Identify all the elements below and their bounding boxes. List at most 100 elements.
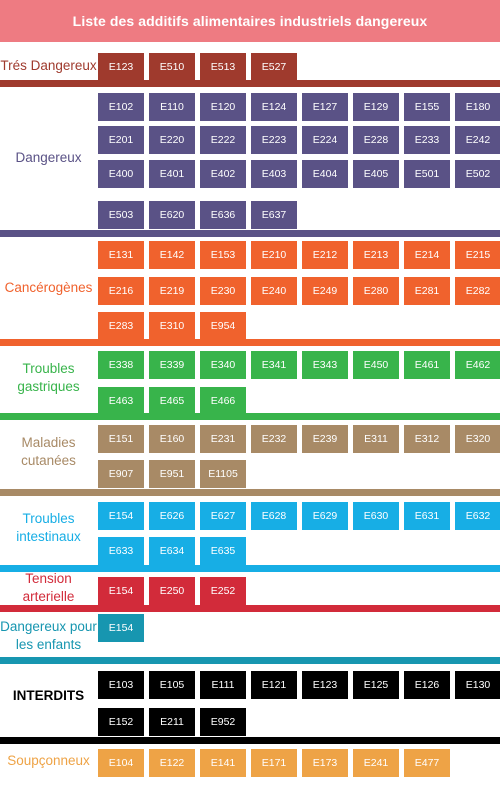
additive-chip: E339	[149, 351, 195, 379]
additive-chip: E513	[200, 53, 246, 81]
additive-chip: E131	[98, 241, 144, 269]
additive-chip: E210	[251, 241, 297, 269]
additive-chip: E951	[149, 460, 195, 488]
additive-chip: E466	[200, 387, 246, 415]
category-label-tres-dangereux: Trés Dangereux	[0, 58, 97, 73]
additive-chip: E402	[200, 160, 246, 188]
additive-chip: E952	[200, 708, 246, 736]
additive-chip: E223	[251, 126, 297, 154]
section-divider-interdits	[0, 737, 500, 744]
additive-chip: E142	[149, 241, 195, 269]
section-divider-dangereux-pour-les-enfants	[0, 657, 500, 664]
additive-chip: E527	[251, 53, 297, 81]
page-title: Liste des additifs alimentaires industri…	[0, 0, 500, 42]
additive-chip: E465	[149, 387, 195, 415]
additive-chip: E907	[98, 460, 144, 488]
additive-chip: E400	[98, 160, 144, 188]
additive-chip: E282	[455, 277, 500, 305]
additive-chip: E477	[404, 749, 450, 777]
additive-chip: E310	[149, 312, 195, 340]
additive-chip: E633	[98, 537, 144, 565]
additive-chip: E141	[200, 749, 246, 777]
additive-chip: E312	[404, 425, 450, 453]
additive-chip: E252	[200, 577, 246, 605]
additive-chip: E152	[98, 708, 144, 736]
section-divider-tension-arterielle	[0, 605, 500, 612]
additive-chip: E338	[98, 351, 144, 379]
additive-chip: E403	[251, 160, 297, 188]
additive-chip: E224	[302, 126, 348, 154]
additive-chip: E1105	[200, 460, 246, 488]
additive-chip: E240	[251, 277, 297, 305]
additive-chip: E104	[98, 749, 144, 777]
additive-chip: E629	[302, 502, 348, 530]
section-divider-tres-dangereux	[0, 80, 500, 87]
additive-chip: E125	[353, 671, 399, 699]
additive-chip: E249	[302, 277, 348, 305]
additive-chip: E502	[455, 160, 500, 188]
additive-chip: E122	[149, 749, 195, 777]
additive-chip: E110	[149, 93, 195, 121]
additive-chip: E160	[149, 425, 195, 453]
category-label-maladies-cutanees: Maladies cutanées	[21, 435, 76, 468]
additive-chip: E405	[353, 160, 399, 188]
additive-chip: E343	[302, 351, 348, 379]
additive-chip: E228	[353, 126, 399, 154]
additive-chip: E103	[98, 671, 144, 699]
additive-chip: E341	[251, 351, 297, 379]
additive-chip: E628	[251, 502, 297, 530]
additive-chip: E130	[455, 671, 500, 699]
additive-chip: E230	[200, 277, 246, 305]
additive-chip: E242	[455, 126, 500, 154]
additive-chip: E635	[200, 537, 246, 565]
additive-chip: E214	[404, 241, 450, 269]
additive-chip: E126	[404, 671, 450, 699]
category-label-tension-arterielle: Tension arterielle	[22, 571, 75, 604]
additive-chip: E222	[200, 126, 246, 154]
additive-chip: E461	[404, 351, 450, 379]
additive-chip: E171	[251, 749, 297, 777]
additive-chip: E233	[404, 126, 450, 154]
additive-chip: E180	[455, 93, 500, 121]
additive-chip: E311	[353, 425, 399, 453]
additive-chip: E954	[200, 312, 246, 340]
additive-chip: E120	[200, 93, 246, 121]
additive-chip: E102	[98, 93, 144, 121]
additive-chip: E212	[302, 241, 348, 269]
additive-chip: E401	[149, 160, 195, 188]
category-label-troubles-intestinaux: Troubles intestinaux	[16, 511, 81, 544]
additive-chip: E404	[302, 160, 348, 188]
additive-chip: E632	[455, 502, 500, 530]
additive-chip: E503	[98, 201, 144, 229]
additive-chip: E154	[98, 502, 144, 530]
additive-chip: E111	[200, 671, 246, 699]
section-divider-cancerogenes	[0, 339, 500, 346]
additive-chip: E283	[98, 312, 144, 340]
section-divider-maladies-cutanees	[0, 489, 500, 496]
additive-chip: E620	[149, 201, 195, 229]
additive-chip: E630	[353, 502, 399, 530]
additive-chip: E215	[455, 241, 500, 269]
additive-chip: E173	[302, 749, 348, 777]
additive-chip: E320	[455, 425, 500, 453]
additive-chip: E219	[149, 277, 195, 305]
category-label-soupconneux: Soupçonneux	[7, 753, 90, 768]
additive-chip: E510	[149, 53, 195, 81]
additive-chip: E281	[404, 277, 450, 305]
additive-chip: E213	[353, 241, 399, 269]
additive-chip: E241	[353, 749, 399, 777]
section-divider-dangereux	[0, 230, 500, 237]
additive-chip: E239	[302, 425, 348, 453]
additive-chip: E340	[200, 351, 246, 379]
additive-chip: E154	[98, 614, 144, 642]
category-label-troubles-gastriques: Troubles gastriques	[17, 361, 80, 394]
additive-chip: E501	[404, 160, 450, 188]
additive-chip: E450	[353, 351, 399, 379]
additive-chip: E626	[149, 502, 195, 530]
additive-chip: E462	[455, 351, 500, 379]
additive-chip: E463	[98, 387, 144, 415]
category-label-interdits: INTERDITS	[12, 688, 85, 703]
additive-chip: E105	[149, 671, 195, 699]
additive-chip: E636	[200, 201, 246, 229]
